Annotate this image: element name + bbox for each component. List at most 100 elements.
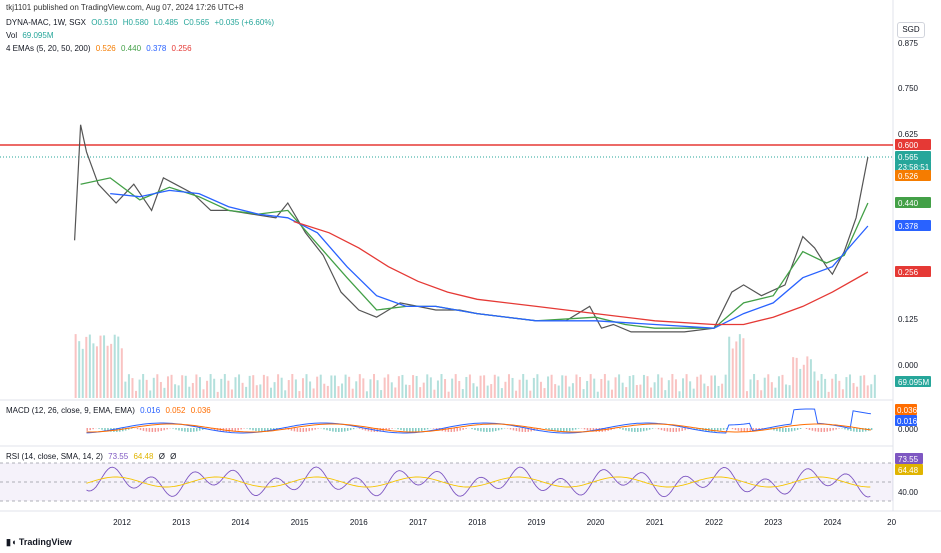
volume-bar [685,374,688,398]
volume-bar [760,390,763,398]
volume-bar [426,374,429,398]
volume-bar [749,379,752,398]
volume-bar [838,380,841,398]
macd-value: 0.016 [140,406,161,415]
volume-bar [458,380,461,398]
macd-histogram-bar [391,428,393,429]
macd-legend[interactable]: MACD (12, 26, close, 9, EMA, EMA) 0.016 … [6,406,214,415]
macd-histogram-bar [829,428,831,432]
volume-bar [721,383,724,398]
macd-histogram-bar [453,428,456,432]
macd-histogram-bar [622,428,624,430]
volume-bar [770,382,773,398]
volume-bar [95,346,98,398]
volume-bar [692,388,695,398]
volume-bar [323,383,326,398]
volume-bar [195,374,198,398]
macd-histogram-bar [583,428,586,430]
volume-bar [255,385,258,398]
macd-histogram-bar [773,428,775,431]
volume-bar [848,374,851,398]
volume-bar [113,334,116,398]
macd-histogram-bar [193,428,195,432]
volume-bar [674,379,677,398]
volume-bar [703,383,706,398]
volume-bar [170,374,173,398]
volume-bar [280,377,283,398]
price-label-bg [895,170,931,181]
volume-bar [756,380,759,398]
rsi-tick-label: 40.00 [898,488,919,497]
volume-bar [788,385,791,398]
volume-bar [156,374,159,398]
macd-histogram-bar [258,428,260,432]
symbol-title: DYNA-MAC, 1W, SGX [6,18,87,27]
volume-bar [731,348,734,398]
symbol-legend[interactable]: DYNA-MAC, 1W, SGX O0.510 H0.580 L0.485 C… [6,18,277,27]
macd-histogram-bar [776,428,778,432]
currency-button[interactable]: SGD [897,22,925,38]
volume-legend[interactable]: Vol 69.095M [6,31,57,40]
series-line-ema50 [110,189,869,329]
macd-histogram-bar [524,428,527,432]
volume-bar [834,374,837,398]
price-tick-label: 0.125 [898,315,919,324]
volume-bar [369,379,372,398]
macd-histogram-bar [409,428,411,432]
macd-histogram-bar [527,428,530,432]
macd-histogram-bar [89,428,91,431]
macd-histogram-bar [447,428,450,432]
macd-histogram-bar [166,428,168,430]
macd-histogram-bar [98,428,100,429]
volume-bar [351,388,354,398]
volume-bar [387,374,390,398]
macd-histogram-bar [335,428,337,432]
ema-legend[interactable]: 4 EMAs (5, 20, 50, 200) 0.526 0.440 0.37… [6,44,195,53]
macd-histogram-bar [187,428,189,432]
volume-bar [660,377,663,398]
macd-histogram-bar [249,428,251,430]
macd-histogram-bar [255,428,257,432]
volume-bar [795,357,798,398]
signal-line [86,423,871,433]
rsi-legend[interactable]: RSI (14, close, SMA, 14, 2) 73.55 64.48 … [6,452,179,461]
volume-bar [799,368,802,398]
price-label-bg [895,266,931,277]
macd-histogram-bar [645,428,648,431]
macd-histogram-bar [237,428,239,431]
macd-histogram-bar [554,428,556,432]
volume-bar [504,381,507,398]
volume-bar [529,390,532,398]
macd-histogram-bar [252,428,254,431]
volume-bar [355,381,358,398]
macd-histogram-bar [864,428,867,432]
price-label: 0.565 [898,153,919,162]
volume-bar [678,391,681,398]
macd-histogram-bar [261,428,263,432]
volume-bar [493,374,496,398]
macd-histogram-bar [574,428,577,430]
macd-histogram-bar [740,428,743,432]
ema200-value: 0.256 [171,44,192,53]
volume-bar [362,378,365,398]
macd-histogram-bar [151,428,154,432]
volume-bar [682,378,685,398]
volume-bar [174,384,177,398]
volume-bar [358,374,361,398]
macd-histogram-bar [563,428,565,432]
volume-bar [699,374,702,398]
volume-bar [92,343,95,398]
time-tick-label: 2016 [350,518,368,527]
macd-histogram-bar [385,428,387,431]
volume-bar [639,384,642,398]
macd-histogram-bar [847,428,849,431]
macd-histogram-bar [444,428,447,432]
macd-histogram-bar [338,428,340,432]
volume-bar [326,385,329,398]
macd-histogram-bar [714,428,716,432]
volume-bar [245,386,248,398]
macd-histogram-bar [808,428,811,430]
tradingview-footer[interactable]: ▮◖ TradingView [6,537,72,548]
volume-bar [74,334,77,398]
